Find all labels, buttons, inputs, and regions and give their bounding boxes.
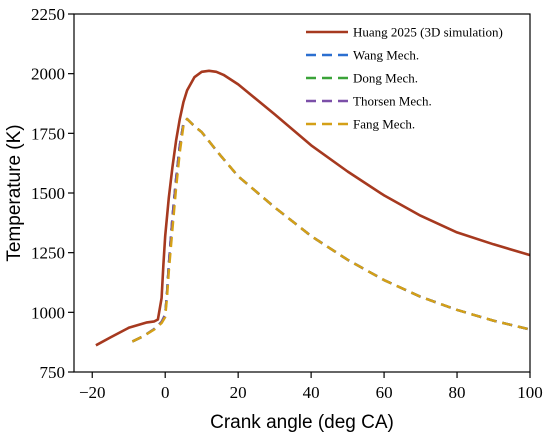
x-axis-title: Crank angle (deg CA) bbox=[210, 412, 394, 433]
legend-label-4: Fang Mech. bbox=[353, 117, 415, 132]
tick-labels-group: −20 0 20 40 60 80 100 750 1000 1250 1500 1750 2000 22… bbox=[31, 5, 543, 402]
plot-series-group bbox=[95, 69, 530, 347]
series-line-1 bbox=[131, 117, 530, 343]
x-tick-label: 0 bbox=[161, 383, 170, 402]
x-tick-label: 40 bbox=[303, 383, 320, 402]
legend-label-1: Wang Mech. bbox=[353, 48, 419, 63]
series-line-4 bbox=[131, 117, 530, 343]
y-tick-label: 1250 bbox=[31, 244, 65, 263]
axis-ticks-group bbox=[68, 13, 531, 378]
x-tick-label: 100 bbox=[517, 383, 543, 402]
x-tick-label: 60 bbox=[376, 383, 393, 402]
y-tick-label: 2250 bbox=[31, 5, 65, 24]
y-axis-title: Temperature (K) bbox=[4, 124, 25, 261]
x-tick-label: −20 bbox=[79, 383, 106, 402]
y-tick-label: 2000 bbox=[31, 65, 65, 84]
series-line-2 bbox=[131, 117, 530, 343]
y-tick-label: 1750 bbox=[31, 124, 65, 143]
series-line-0 bbox=[95, 69, 530, 347]
x-tick-label: 80 bbox=[449, 383, 466, 402]
legend: Huang 2025 (3D simulation) Wang Mech. Dong… bbox=[306, 25, 503, 132]
legend-label-2: Dong Mech. bbox=[353, 71, 418, 86]
y-tick-label: 750 bbox=[40, 363, 66, 382]
series-line-3 bbox=[131, 117, 530, 343]
legend-label-0: Huang 2025 (3D simulation) bbox=[353, 25, 503, 40]
legend-label-3: Thorsen Mech. bbox=[353, 94, 432, 109]
plot-frame bbox=[73, 13, 531, 373]
y-tick-label: 1500 bbox=[31, 184, 65, 203]
y-tick-label: 1000 bbox=[31, 303, 65, 322]
x-tick-label: 20 bbox=[230, 383, 247, 402]
